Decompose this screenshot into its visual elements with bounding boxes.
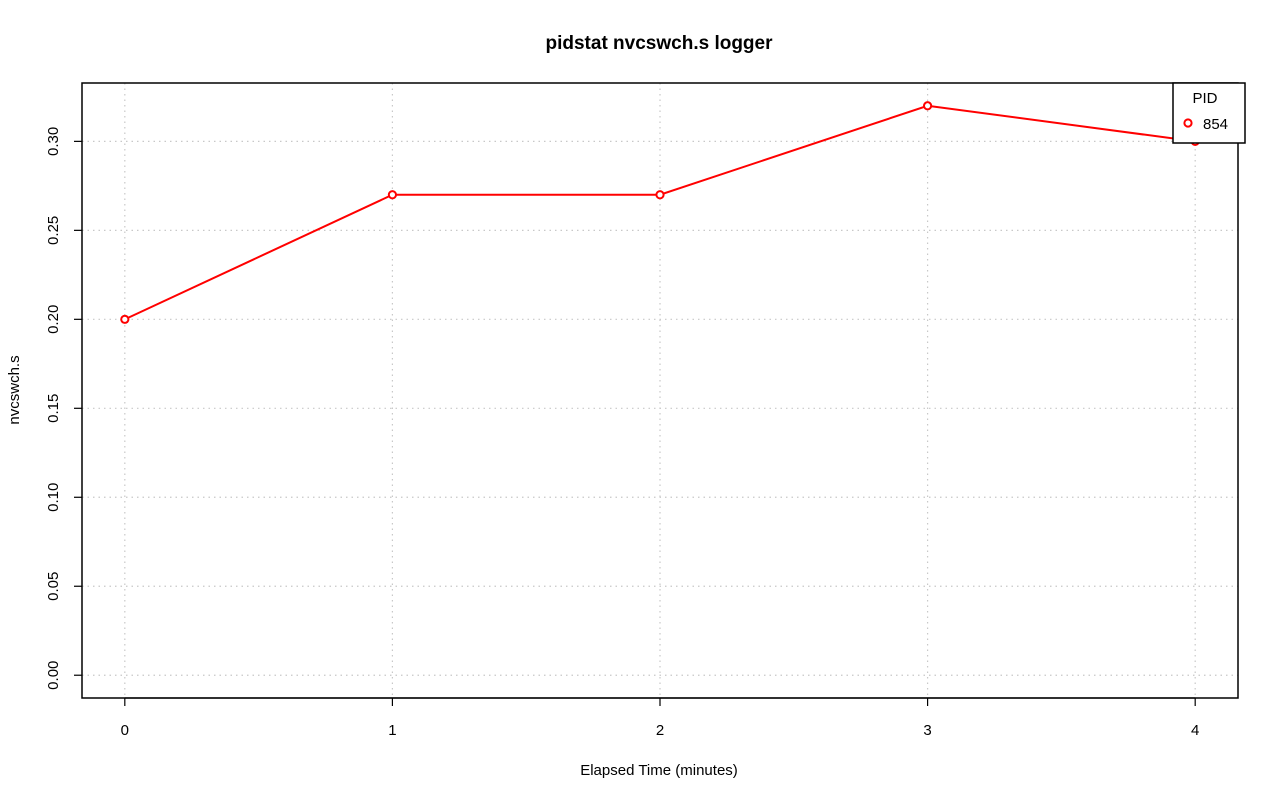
series-layer	[120, 101, 1200, 324]
legend-entry-label: 854	[1203, 116, 1228, 133]
data-point	[120, 314, 130, 324]
y-axis: 0.00 0.05 0.10 0.15 0.20 0.25 0.30	[45, 127, 82, 690]
legend-box	[1172, 82, 1246, 144]
y-tick-label: 0.10	[45, 483, 62, 512]
x-tick-label: 2	[656, 722, 664, 739]
data-point	[922, 101, 933, 111]
chart-title: pidstat nvcswch.s logger	[546, 33, 774, 54]
x-tick-label: 3	[923, 722, 931, 739]
x-axis: 0 1 2 3 4	[121, 697, 1199, 739]
y-tick-label: 0.05	[45, 572, 62, 601]
y-tick-label: 0.00	[45, 661, 62, 690]
legend-title: PID	[1192, 90, 1217, 107]
y-tick-label: 0.25	[45, 216, 62, 245]
legend-marker	[1183, 118, 1193, 128]
y-axis-label: nvcswch.s	[6, 355, 23, 424]
x-tick-label: 4	[1191, 722, 1199, 739]
y-tick-label: 0.20	[45, 305, 62, 334]
y-tick-label: 0.15	[45, 394, 62, 423]
data-point	[387, 190, 398, 200]
data-point	[655, 190, 665, 200]
x-axis-label: Elapsed Time (minutes)	[580, 762, 738, 779]
x-tick-label: 1	[388, 722, 396, 739]
x-tick-label: 0	[121, 722, 129, 739]
y-tick-label: 0.30	[45, 127, 62, 156]
grid-lines	[82, 83, 1238, 698]
legend: PID 854	[1172, 82, 1246, 144]
